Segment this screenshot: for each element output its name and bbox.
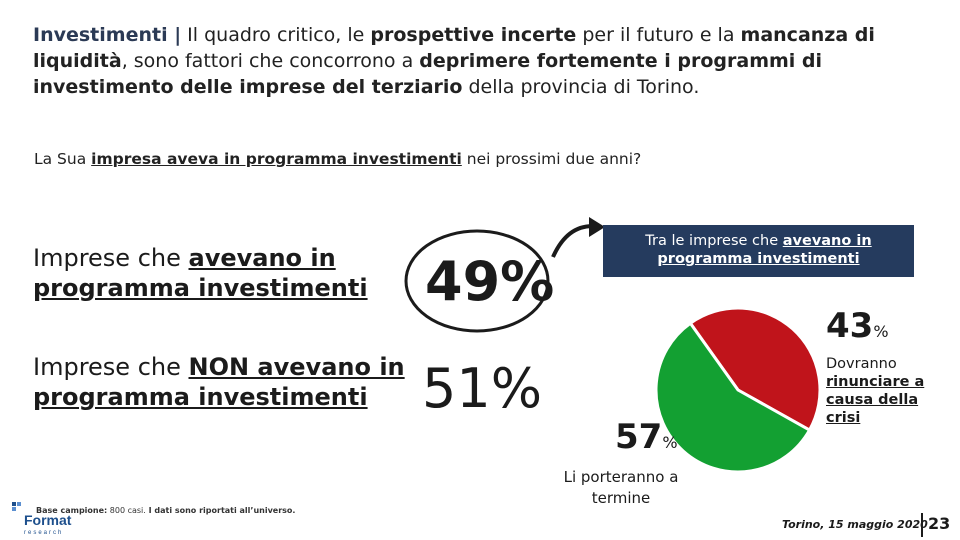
pie-value-57-num: 57 bbox=[615, 417, 663, 457]
headline-text-3: , sono fattori che concorrono a bbox=[121, 50, 420, 72]
format-research-logo: Format research bbox=[12, 502, 72, 536]
pie-label-termine: Li porteranno a termine bbox=[563, 468, 679, 507]
row-label-yes: Imprese che avevano in programma investi… bbox=[33, 243, 413, 303]
pie-title-underlined: avevano in programma investimenti bbox=[657, 233, 872, 267]
row1-underlined: avevano in programma investimenti bbox=[33, 244, 368, 302]
question-text-1: La Sua bbox=[34, 150, 92, 168]
label43-underlined: rinunciare a causa della crisi bbox=[826, 374, 925, 426]
logo-text: Format bbox=[24, 512, 72, 528]
value-49: 49% bbox=[425, 250, 555, 313]
pie-title-text: Tra le imprese che bbox=[645, 233, 783, 249]
pie-chart bbox=[654, 306, 822, 474]
pie-title-box: Tra le imprese che avevano in programma … bbox=[603, 225, 914, 277]
label43-text: Dovranno bbox=[826, 356, 897, 372]
pie-value-43: 43% bbox=[826, 306, 889, 346]
headline-bold-2: mancanza di liquidità bbox=[33, 24, 875, 72]
pie-value-43-num: 43 bbox=[826, 306, 874, 346]
pie-label-rinunciare: Dovranno rinunciare a causa della crisi bbox=[826, 355, 946, 427]
row-label-no: Imprese che NON avevano in programma inv… bbox=[33, 352, 423, 412]
highlight-ellipse-icon bbox=[404, 229, 550, 333]
curved-arrow-icon bbox=[551, 217, 605, 258]
headline-text-1: Il quadro critico, le bbox=[181, 24, 371, 46]
base-note-bold: I dati sono riportati all’universo. bbox=[145, 506, 296, 515]
question-text-2: nei prossimi due anni? bbox=[461, 150, 642, 168]
headline-text-4: della provincia di Torino. bbox=[462, 76, 700, 98]
headline-lead: Investimenti | bbox=[33, 24, 182, 46]
headline-bold-3: deprimere fortemente i programmi di inve… bbox=[33, 50, 823, 98]
question-underlined: impresa aveva in programma investimenti bbox=[91, 150, 462, 168]
value-51: 51% bbox=[422, 357, 543, 420]
base-note-lead: Base campione: bbox=[36, 506, 108, 515]
base-note: Base campione: 800 casi. I dati sono rip… bbox=[36, 506, 295, 515]
row2-underlined: NON avevano in programma investimenti bbox=[33, 353, 405, 411]
pie-value-43-pct: % bbox=[873, 322, 889, 341]
headline: Investimenti | Il quadro critico, le pro… bbox=[33, 22, 933, 100]
survey-question: La Sua impresa aveva in programma invest… bbox=[34, 150, 641, 168]
headline-bold-1: prospettive incerte bbox=[370, 24, 577, 46]
pie-value-57-pct: % bbox=[662, 433, 678, 452]
pie-slice-43 bbox=[688, 306, 822, 433]
pie-slice-57 bbox=[654, 321, 812, 474]
headline-text-2: per il futuro e la bbox=[576, 24, 741, 46]
logo-subtext: research bbox=[24, 530, 63, 536]
footer-date: Torino, 15 maggio 2020 bbox=[782, 518, 928, 531]
row1-text: Imprese che bbox=[33, 244, 189, 272]
base-note-n: 800 casi. bbox=[107, 506, 146, 515]
footer-divider bbox=[921, 513, 923, 537]
pie-value-57: 57% bbox=[615, 417, 678, 457]
row2-text: Imprese che bbox=[33, 353, 189, 381]
page-number: 23 bbox=[928, 514, 951, 533]
